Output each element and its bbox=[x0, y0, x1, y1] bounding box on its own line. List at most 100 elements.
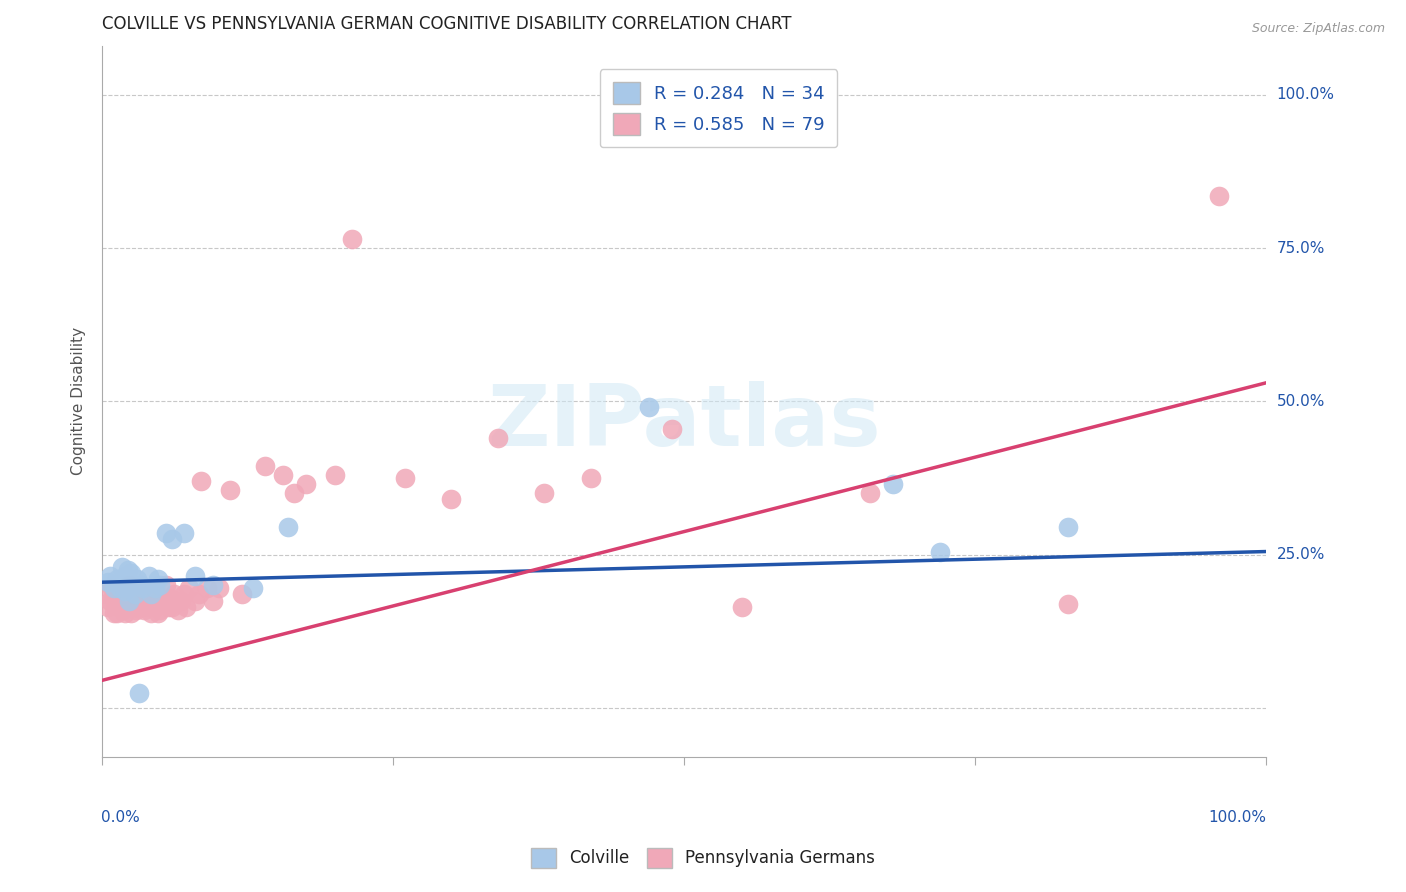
Point bbox=[179, 582, 201, 596]
Point bbox=[97, 599, 120, 614]
Point bbox=[440, 492, 463, 507]
Point bbox=[160, 533, 183, 547]
Text: 100.0%: 100.0% bbox=[1277, 87, 1334, 103]
Point bbox=[394, 471, 416, 485]
Point bbox=[110, 599, 132, 614]
Point bbox=[882, 477, 904, 491]
Point bbox=[135, 597, 157, 611]
Point bbox=[115, 597, 138, 611]
Point bbox=[928, 544, 950, 558]
Point bbox=[125, 603, 148, 617]
Point bbox=[187, 587, 209, 601]
Point bbox=[105, 597, 128, 611]
Point bbox=[149, 578, 172, 592]
Point bbox=[98, 593, 121, 607]
Text: 75.0%: 75.0% bbox=[1277, 241, 1324, 255]
Y-axis label: Cognitive Disability: Cognitive Disability bbox=[72, 327, 86, 475]
Point bbox=[219, 483, 242, 498]
Point bbox=[160, 599, 183, 614]
Point bbox=[105, 606, 128, 620]
Point bbox=[254, 458, 277, 473]
Point bbox=[128, 685, 150, 699]
Point bbox=[859, 486, 882, 500]
Point bbox=[122, 578, 145, 592]
Point bbox=[103, 582, 125, 596]
Point bbox=[165, 593, 187, 607]
Point bbox=[159, 591, 181, 605]
Point bbox=[138, 587, 160, 601]
Point bbox=[111, 560, 134, 574]
Point bbox=[124, 587, 146, 601]
Text: 50.0%: 50.0% bbox=[1277, 393, 1324, 409]
Text: 100.0%: 100.0% bbox=[1209, 810, 1267, 825]
Point bbox=[295, 477, 318, 491]
Point bbox=[486, 431, 509, 445]
Point bbox=[166, 603, 188, 617]
Point bbox=[117, 563, 139, 577]
Point bbox=[170, 593, 193, 607]
Point bbox=[122, 597, 145, 611]
Point bbox=[98, 569, 121, 583]
Point bbox=[138, 599, 160, 614]
Point bbox=[146, 572, 169, 586]
Point bbox=[638, 401, 661, 415]
Point bbox=[129, 578, 152, 592]
Point bbox=[114, 606, 136, 620]
Point bbox=[112, 578, 135, 592]
Point bbox=[103, 606, 125, 620]
Point bbox=[231, 587, 253, 601]
Legend: Colville, Pennsylvania Germans: Colville, Pennsylvania Germans bbox=[524, 841, 882, 875]
Point bbox=[132, 593, 155, 607]
Point bbox=[342, 232, 364, 246]
Point bbox=[114, 569, 136, 583]
Point bbox=[132, 603, 155, 617]
Point bbox=[207, 582, 229, 596]
Point bbox=[184, 569, 207, 583]
Point bbox=[120, 587, 142, 601]
Point bbox=[157, 599, 180, 614]
Text: 0.0%: 0.0% bbox=[101, 810, 139, 825]
Point bbox=[138, 569, 160, 583]
Point bbox=[117, 599, 139, 614]
Point bbox=[97, 575, 120, 590]
Point bbox=[103, 591, 125, 605]
Point bbox=[112, 584, 135, 599]
Text: Source: ZipAtlas.com: Source: ZipAtlas.com bbox=[1251, 22, 1385, 36]
Point bbox=[283, 486, 305, 500]
Point bbox=[132, 582, 155, 596]
Point bbox=[201, 593, 224, 607]
Point bbox=[127, 593, 149, 607]
Point bbox=[173, 587, 195, 601]
Point bbox=[105, 572, 128, 586]
Point bbox=[118, 578, 141, 592]
Point bbox=[201, 578, 224, 592]
Point bbox=[100, 582, 122, 596]
Point bbox=[242, 582, 264, 596]
Text: ZIPatlas: ZIPatlas bbox=[486, 381, 880, 464]
Point bbox=[323, 467, 346, 482]
Point bbox=[143, 584, 166, 599]
Point bbox=[121, 587, 143, 601]
Point bbox=[152, 597, 174, 611]
Point bbox=[184, 593, 207, 607]
Point bbox=[112, 603, 135, 617]
Text: 25.0%: 25.0% bbox=[1277, 547, 1324, 562]
Point bbox=[155, 526, 177, 541]
Point bbox=[533, 486, 555, 500]
Point bbox=[114, 593, 136, 607]
Point bbox=[139, 587, 162, 601]
Point bbox=[155, 578, 177, 592]
Point bbox=[120, 566, 142, 580]
Point bbox=[579, 471, 602, 485]
Point bbox=[1057, 520, 1080, 534]
Point bbox=[190, 474, 212, 488]
Point bbox=[661, 422, 683, 436]
Point bbox=[134, 582, 156, 596]
Point bbox=[173, 526, 195, 541]
Point bbox=[108, 584, 131, 599]
Point bbox=[111, 593, 134, 607]
Point bbox=[141, 593, 163, 607]
Point bbox=[139, 606, 162, 620]
Point bbox=[120, 606, 142, 620]
Point bbox=[128, 591, 150, 605]
